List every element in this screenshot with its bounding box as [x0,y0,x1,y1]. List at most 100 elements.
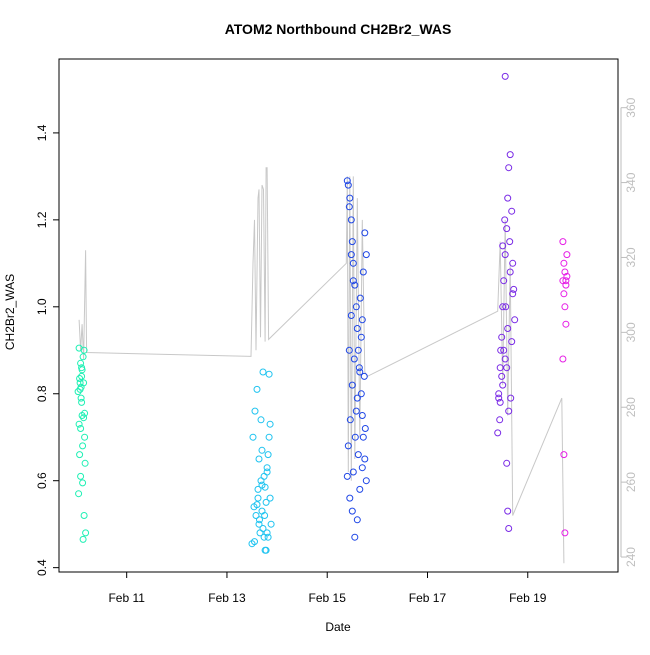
data-point [346,194,354,202]
data-point [75,490,83,498]
data-point [353,516,361,524]
y-tick-label: 0.4 [35,559,49,576]
data-point [356,294,364,302]
data-point [266,494,274,502]
data-point [349,259,357,267]
data-point [561,303,569,311]
data-point [348,238,356,246]
data-point [351,433,359,441]
x-axis-label: Date [325,620,351,634]
data-point [345,346,353,354]
data-point [78,398,86,406]
data-point [359,433,367,441]
data-point [356,368,364,376]
data-point [562,320,570,328]
y-tick-label: 0.8 [35,385,49,402]
data-point [267,520,275,528]
data-point [79,479,87,487]
data-point [509,290,517,298]
data-point [81,409,89,417]
data-point [266,420,274,428]
data-point [265,370,273,378]
data-point [358,316,366,324]
data-point [78,372,86,380]
data-point [76,451,84,459]
data-point [498,372,506,380]
data-point [506,238,514,246]
data-point [500,277,508,285]
data-point [76,375,84,382]
data-point [75,420,83,428]
data-point [358,412,366,419]
data-point [356,485,364,493]
x-tick-label: Feb 15 [309,591,347,605]
data-point [352,407,360,415]
y-tick-label: 0.6 [35,472,49,489]
data-point [353,394,361,402]
data-point [501,216,509,224]
data-point [262,546,270,554]
data-point [347,251,355,259]
data-point [504,194,512,202]
y-tick-label: 1.2 [35,211,49,228]
data-point [510,285,518,293]
data-point [561,529,569,537]
y-axis-label: CH2Br2_WAS [3,274,17,350]
data-point [79,442,87,450]
data-point [349,277,357,285]
data-point [82,529,90,537]
data-point [499,381,507,389]
data-point [559,355,567,363]
data-point [503,459,511,467]
secondary-y-tick-label: 300 [624,322,638,342]
data-point [261,512,269,519]
data-point [361,455,369,463]
secondary-y-tick-label: 360 [624,97,638,117]
data-point [77,425,85,432]
data-point [358,464,366,472]
data-point [499,303,507,311]
data-point [351,281,359,289]
data-point [503,364,511,372]
data-point [255,455,263,463]
data-point [560,259,568,267]
data-point [259,368,267,376]
data-point [251,538,258,546]
data-point [501,72,509,80]
data-point [347,312,355,319]
secondary-y-tick-label: 320 [624,247,638,267]
data-point [256,516,263,524]
data-point [563,272,571,280]
x-tick-label: Feb 19 [509,591,547,605]
data-point [346,494,354,502]
data-point [257,416,265,424]
data-point [258,481,266,489]
data-point [263,529,271,537]
data-point [252,512,260,519]
data-point [505,525,513,532]
data-point [505,164,513,172]
data-point [258,446,266,454]
data-point [560,290,568,298]
y-tick-label: 1.0 [35,298,49,315]
data-point [498,333,506,341]
track-line-layer [78,167,565,564]
data-point [562,281,570,289]
data-point [262,498,270,506]
y-tick-label: 1.4 [35,124,49,141]
data-point [77,394,85,402]
data-point [499,242,507,250]
x-tick-label: Feb 11 [108,591,145,605]
data-point [344,181,352,189]
axes-layer: Feb 11 Feb 13 Feb 15 Feb 17 Feb 19 0.4 0.6 0.8 1… [35,58,638,605]
data-point [353,325,361,332]
x-tick-label: Feb 17 [409,591,447,605]
data-point [77,472,85,480]
data-point [504,507,512,515]
data-point [559,238,567,246]
data-point [511,316,519,324]
data-point [504,325,512,332]
data-point [503,225,511,233]
data-point [81,433,89,441]
